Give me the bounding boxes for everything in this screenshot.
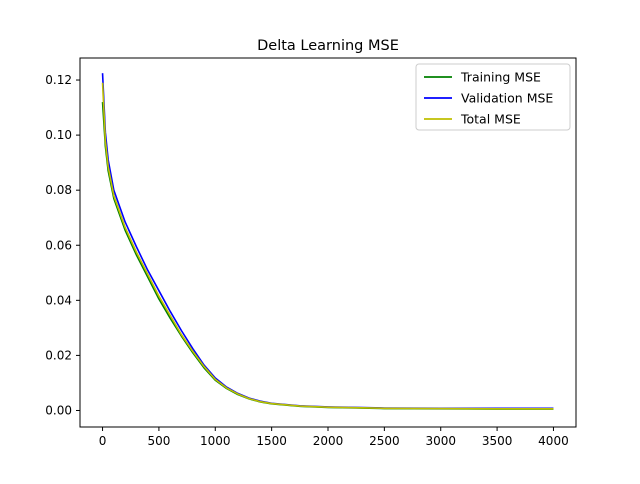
y-tick-label: 0.10 [45, 128, 72, 142]
x-tick-label: 3000 [425, 434, 456, 448]
x-tick-label: 500 [147, 434, 170, 448]
x-tick-label: 4000 [538, 434, 569, 448]
plot-area-frame [79, 57, 577, 428]
series-line-total-mse [101, 82, 554, 410]
x-tick-label: 2000 [313, 434, 344, 448]
chart-title: Delta Learning MSE [257, 38, 399, 54]
legend-label: Validation MSE [461, 91, 553, 106]
y-axis: 0.00 0.02 0.04 0.06 0.08 0.10 0.12 [45, 73, 80, 417]
legend: Training MSE Validation MSE Total MSE [415, 63, 571, 131]
legend-label: Training MSE [460, 70, 541, 85]
x-axis: 0 500 1000 1500 2000 2500 3000 3500 4000 [99, 427, 569, 448]
x-tick-label: 1500 [256, 434, 287, 448]
y-tick-label: 0.12 [45, 73, 72, 87]
legend-box [415, 63, 571, 131]
x-tick-label: 1000 [200, 434, 231, 448]
y-tick-label: 0.08 [45, 183, 72, 197]
y-tick-label: 0.02 [45, 348, 72, 362]
y-tick-label: 0.00 [45, 403, 72, 417]
x-tick-label: 2500 [369, 434, 400, 448]
y-tick-label: 0.04 [45, 293, 72, 307]
x-tick-label: 0 [99, 434, 107, 448]
x-tick-label: 3500 [482, 434, 513, 448]
y-tick-label: 0.06 [45, 238, 72, 252]
series-lines [101, 73, 554, 410]
legend-label: Total MSE [460, 112, 521, 127]
